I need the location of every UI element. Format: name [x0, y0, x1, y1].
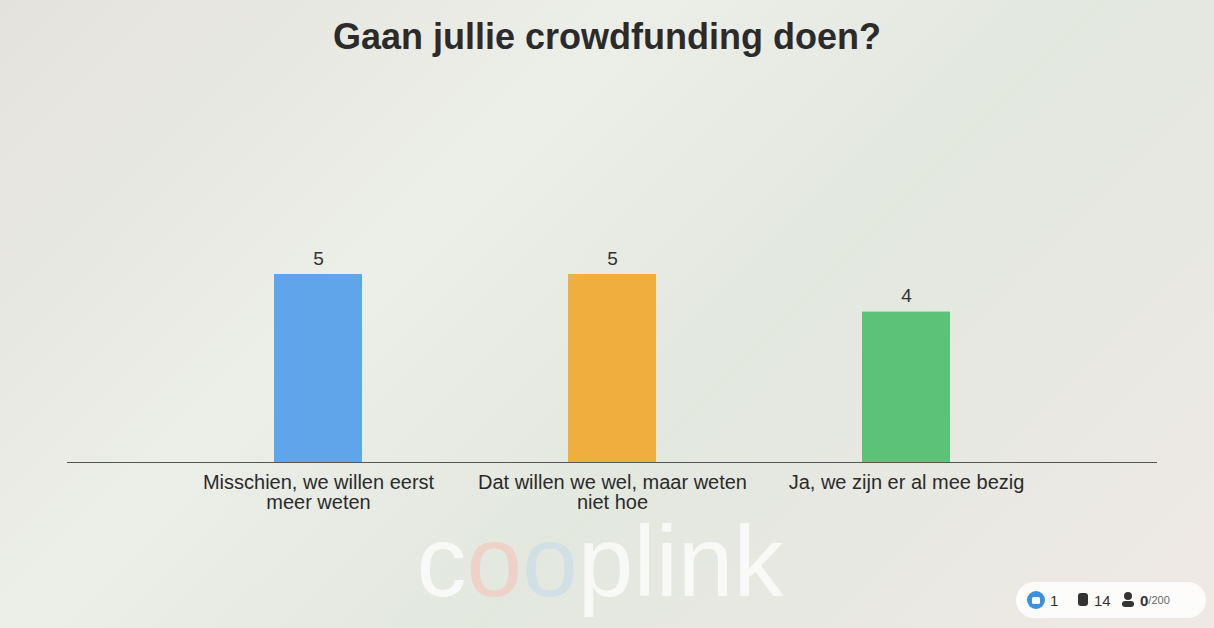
svg-text:Ja, we zijn er al mee bezig: Ja, we zijn er al mee bezig: [789, 471, 1025, 493]
svg-text:cooplink: cooplink: [417, 505, 785, 617]
svg-text:Misschien, we willen eerstmeer: Misschien, we willen eerstmeer weten: [203, 471, 435, 513]
svg-text:1: 1: [1050, 592, 1058, 609]
html-text:Gaan jullie crowdfunding doen?: Gaan jullie crowdfunding doen?: [333, 16, 881, 57]
svg-text:14: 14: [1094, 592, 1111, 609]
svg-text:Dat willen we wel, maar wetenn: Dat willen we wel, maar wetenniet hoe: [478, 471, 747, 513]
svg-text:0/200: 0/200: [1140, 592, 1170, 609]
svg-text:5: 5: [313, 248, 324, 269]
svg-text:5: 5: [607, 248, 618, 269]
svg-text:4: 4: [901, 285, 912, 306]
